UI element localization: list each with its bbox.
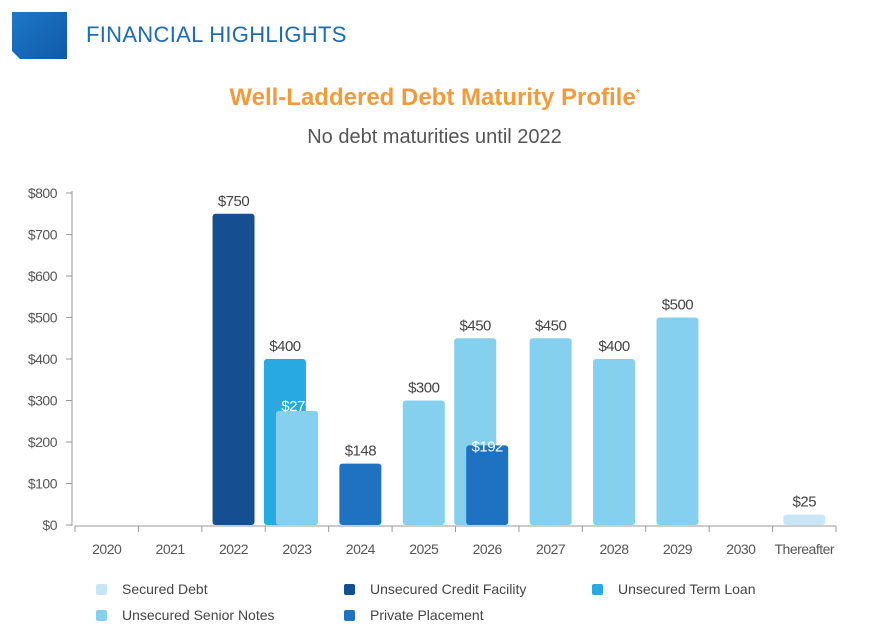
data-label: $750	[218, 193, 250, 210]
legend-swatch	[96, 609, 107, 621]
data-label: $275	[281, 398, 313, 415]
chart-subtitle: No debt maturities until 2022	[307, 126, 562, 148]
legend-swatch	[344, 609, 355, 621]
legend-swatch	[592, 583, 603, 595]
data-label: $148	[345, 443, 377, 460]
y-tick-label: $600	[28, 268, 58, 284]
y-tick-label: $700	[28, 227, 58, 243]
y-tick-label: $0	[42, 517, 57, 533]
data-label: $450	[535, 317, 567, 334]
data-label: $400	[269, 338, 301, 355]
y-tick-label: $100	[28, 476, 58, 492]
chart-title: Well-Laddered Debt Maturity Profile*	[0, 84, 869, 112]
bar	[529, 338, 572, 525]
legend-label: Private Placement	[370, 607, 484, 623]
y-tick-label: $800	[28, 185, 58, 201]
data-label: $500	[662, 297, 694, 314]
header-accent-block	[12, 12, 67, 59]
x-tick-label: 2026	[473, 541, 503, 557]
data-label: $450	[460, 317, 492, 334]
x-tick-label: 2030	[726, 541, 756, 557]
legend-item: Secured Debt	[96, 581, 208, 597]
page-title: FINANCIAL HIGHLIGHTS	[86, 22, 347, 47]
x-tick-label: 2028	[599, 541, 629, 557]
legend-label: Unsecured Credit Facility	[370, 581, 527, 597]
x-tick-label: Thereafter	[774, 541, 834, 557]
data-label: $400	[598, 338, 630, 355]
legend-item: Unsecured Term Loan	[592, 581, 755, 597]
x-tick-label: 2022	[219, 541, 249, 557]
chart-title-footnote-mark: *	[635, 88, 640, 99]
bar	[783, 514, 826, 525]
x-tick-label: 2023	[282, 541, 312, 557]
legend-item: Unsecured Senior Notes	[96, 607, 275, 623]
data-label: $192	[472, 438, 504, 455]
x-tick-label: 2024	[346, 541, 376, 557]
y-tick-label: $200	[28, 434, 58, 450]
legend-label: Secured Debt	[122, 581, 208, 597]
bar	[339, 463, 382, 525]
chart-title-text: Well-Laddered Debt Maturity Profile	[229, 84, 636, 111]
bar	[275, 410, 318, 525]
bar	[212, 213, 255, 525]
x-tick-label: 2027	[536, 541, 566, 557]
legend-label: Unsecured Senior Notes	[122, 607, 275, 623]
legend-label: Unsecured Term Loan	[618, 581, 756, 597]
x-tick-label: 2020	[92, 541, 122, 557]
x-tick-label: 2025	[409, 541, 439, 557]
y-tick-label: $400	[28, 351, 58, 367]
data-label: $300	[408, 380, 440, 397]
legend-swatch	[344, 583, 355, 595]
data-label: $25	[793, 494, 817, 511]
legend-item: Private Placement	[344, 607, 484, 623]
x-tick-label: 2029	[663, 541, 693, 557]
legend-swatch	[96, 583, 107, 595]
bar	[466, 445, 509, 525]
bar	[656, 317, 699, 525]
x-tick-label: 2021	[156, 541, 186, 557]
bar	[593, 359, 636, 525]
y-tick-label: $500	[28, 310, 58, 326]
bar	[402, 400, 445, 525]
y-tick-label: $300	[28, 393, 58, 409]
legend-item: Unsecured Credit Facility	[344, 581, 526, 597]
